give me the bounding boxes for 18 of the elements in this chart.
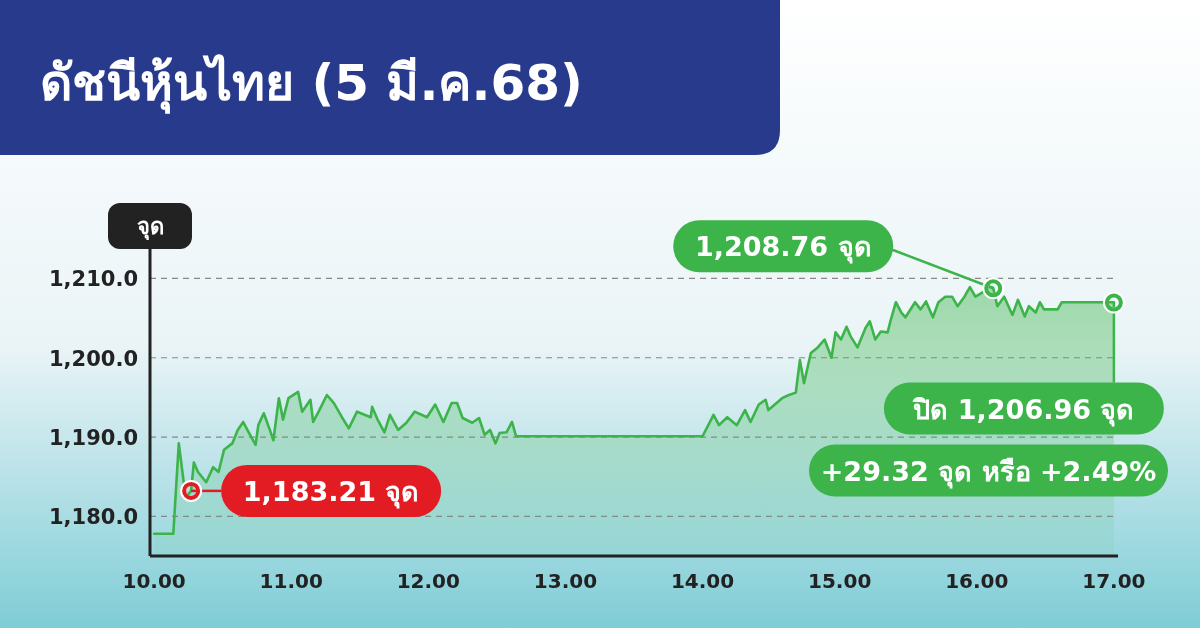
annotation: 1,183.21 จุด <box>242 475 420 509</box>
x-tick-label: 15.00 <box>808 569 872 593</box>
y-tick-label: 1,180.0 <box>48 505 138 530</box>
x-tick-label: 13.00 <box>533 569 598 593</box>
chart-title: ดัชนีหุ้นไทย (5 มี.ค.68) <box>40 54 583 114</box>
x-tick-label: 11.00 <box>259 569 323 593</box>
y-axis-title: จุด <box>136 214 164 241</box>
annotation: ปิด 1,206.96 จุด <box>912 393 1135 427</box>
x-tick-label: 14.00 <box>670 569 735 593</box>
annotation: 1,208.76 จุด <box>694 231 872 265</box>
x-tick-label: 10.00 <box>122 569 186 593</box>
x-tick-label: 12.00 <box>396 569 460 593</box>
annotation: +29.32 จุด หรือ +2.49% <box>820 455 1157 489</box>
y-tick-label: 1,190.0 <box>48 426 138 451</box>
y-tick-label: 1,210.0 <box>48 267 138 292</box>
x-tick-label: 16.00 <box>945 569 1009 593</box>
y-tick-label: 1,200.0 <box>48 346 138 371</box>
x-tick-label: 17.00 <box>1082 569 1146 593</box>
